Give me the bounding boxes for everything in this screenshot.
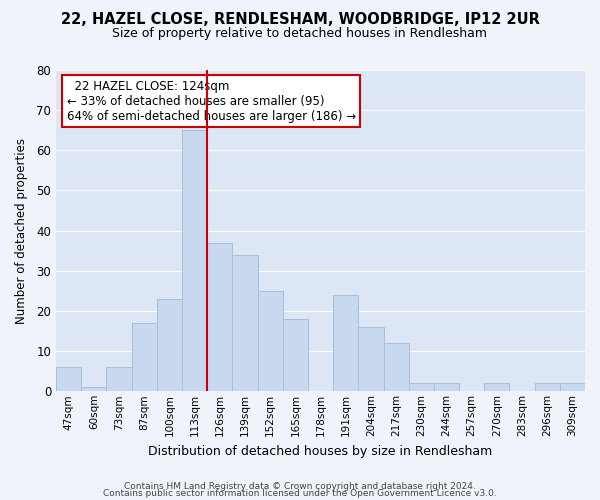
Bar (56, 367, 81, 392)
Bar (131, 323, 157, 392)
Bar (560, 383, 585, 392)
Bar (535, 383, 560, 392)
Text: 22, HAZEL CLOSE, RENDLESHAM, WOODBRIDGE, IP12 2UR: 22, HAZEL CLOSE, RENDLESHAM, WOODBRIDGE,… (61, 12, 539, 28)
Bar (283, 319, 308, 392)
Bar (434, 383, 459, 392)
Text: Size of property relative to detached houses in Rendlesham: Size of property relative to detached ho… (113, 28, 487, 40)
Bar (207, 242, 232, 392)
Y-axis label: Number of detached properties: Number of detached properties (15, 138, 28, 324)
Text: 22 HAZEL CLOSE: 124sqm
← 33% of detached houses are smaller (95)
64% of semi-det: 22 HAZEL CLOSE: 124sqm ← 33% of detached… (67, 80, 356, 122)
Bar (257, 291, 283, 392)
Bar (358, 327, 383, 392)
Bar (333, 295, 358, 392)
Text: Contains public sector information licensed under the Open Government Licence v3: Contains public sector information licen… (103, 490, 497, 498)
Bar (383, 343, 409, 392)
Bar (106, 367, 131, 392)
Bar (484, 383, 509, 392)
Bar (182, 130, 207, 392)
Text: Contains HM Land Registry data © Crown copyright and database right 2024.: Contains HM Land Registry data © Crown c… (124, 482, 476, 491)
Bar (81, 387, 106, 392)
Bar (232, 254, 257, 392)
X-axis label: Distribution of detached houses by size in Rendlesham: Distribution of detached houses by size … (148, 444, 493, 458)
Bar (409, 383, 434, 392)
Bar (157, 299, 182, 392)
